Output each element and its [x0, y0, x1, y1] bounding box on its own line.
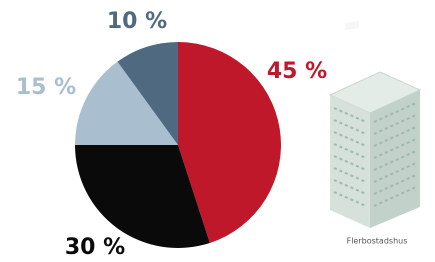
page: {"chart_data": {"type": "pie", "values":… — [0, 0, 435, 262]
caption: Flerbostadshus — [347, 237, 408, 246]
building-illustration — [330, 21, 420, 228]
slice-label: 10 % — [107, 9, 167, 34]
chart: Flerbostadshus 45 % 30 % 15 % 10 % — [0, 0, 435, 262]
slice-label: 30 % — [65, 235, 125, 260]
slice-label: 15 % — [16, 75, 76, 100]
slice-label: 45 % — [267, 59, 327, 84]
